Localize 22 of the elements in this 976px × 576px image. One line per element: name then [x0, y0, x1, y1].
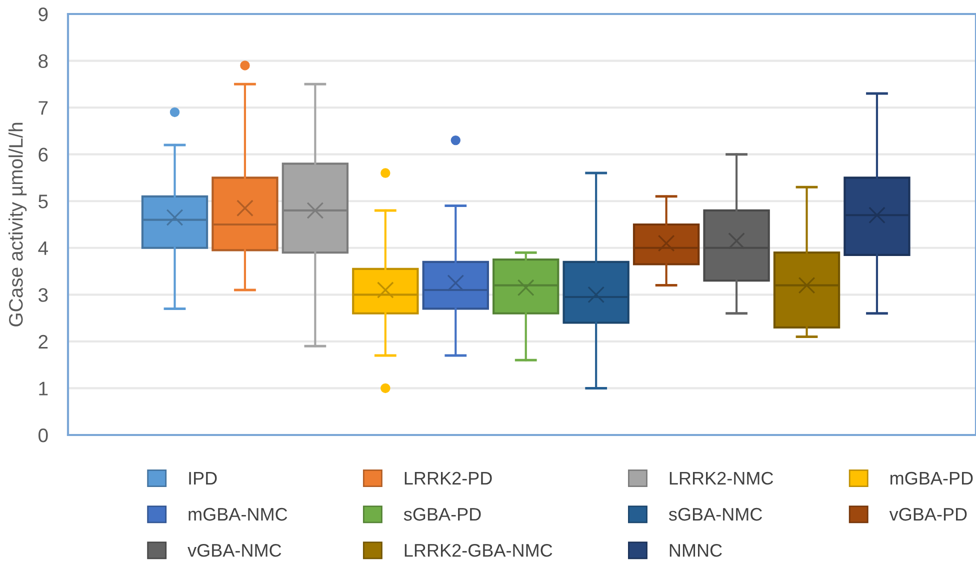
legend-label: sGBA-NMC: [668, 508, 762, 521]
legend-label: LRRK2-PD: [404, 472, 492, 484]
legend-label: NMNC: [670, 544, 722, 557]
y-axis-title: GCase activity µmol/L/h: [8, 122, 27, 326]
legend-label: IPD: [189, 472, 217, 484]
legend-label: LRRK2-NMC: [670, 472, 774, 485]
legend-label: vGBA-NMC: [188, 544, 282, 557]
legend-label: sGBA-PD: [404, 508, 481, 521]
y-tick-label: 5: [38, 194, 48, 208]
legend-label: mGBA-NMC: [188, 508, 288, 521]
y-tick-label: 7: [38, 101, 48, 115]
y-tick-label: 0: [38, 428, 48, 442]
legend-label: mGBA-PD: [890, 472, 973, 485]
y-tick-label: 6: [38, 148, 48, 162]
y-tick-label: 3: [38, 288, 48, 302]
legend-label: LRRK2-GBA-NMC: [404, 544, 552, 557]
y-tick-label: 9: [38, 7, 48, 22]
y-tick-label: 2: [38, 334, 48, 348]
y-tick-label: 4: [38, 242, 48, 255]
y-tick-label: 8: [38, 54, 48, 68]
legend-label: vGBA-PD: [889, 508, 967, 521]
y-tick-label: 1: [39, 382, 48, 396]
